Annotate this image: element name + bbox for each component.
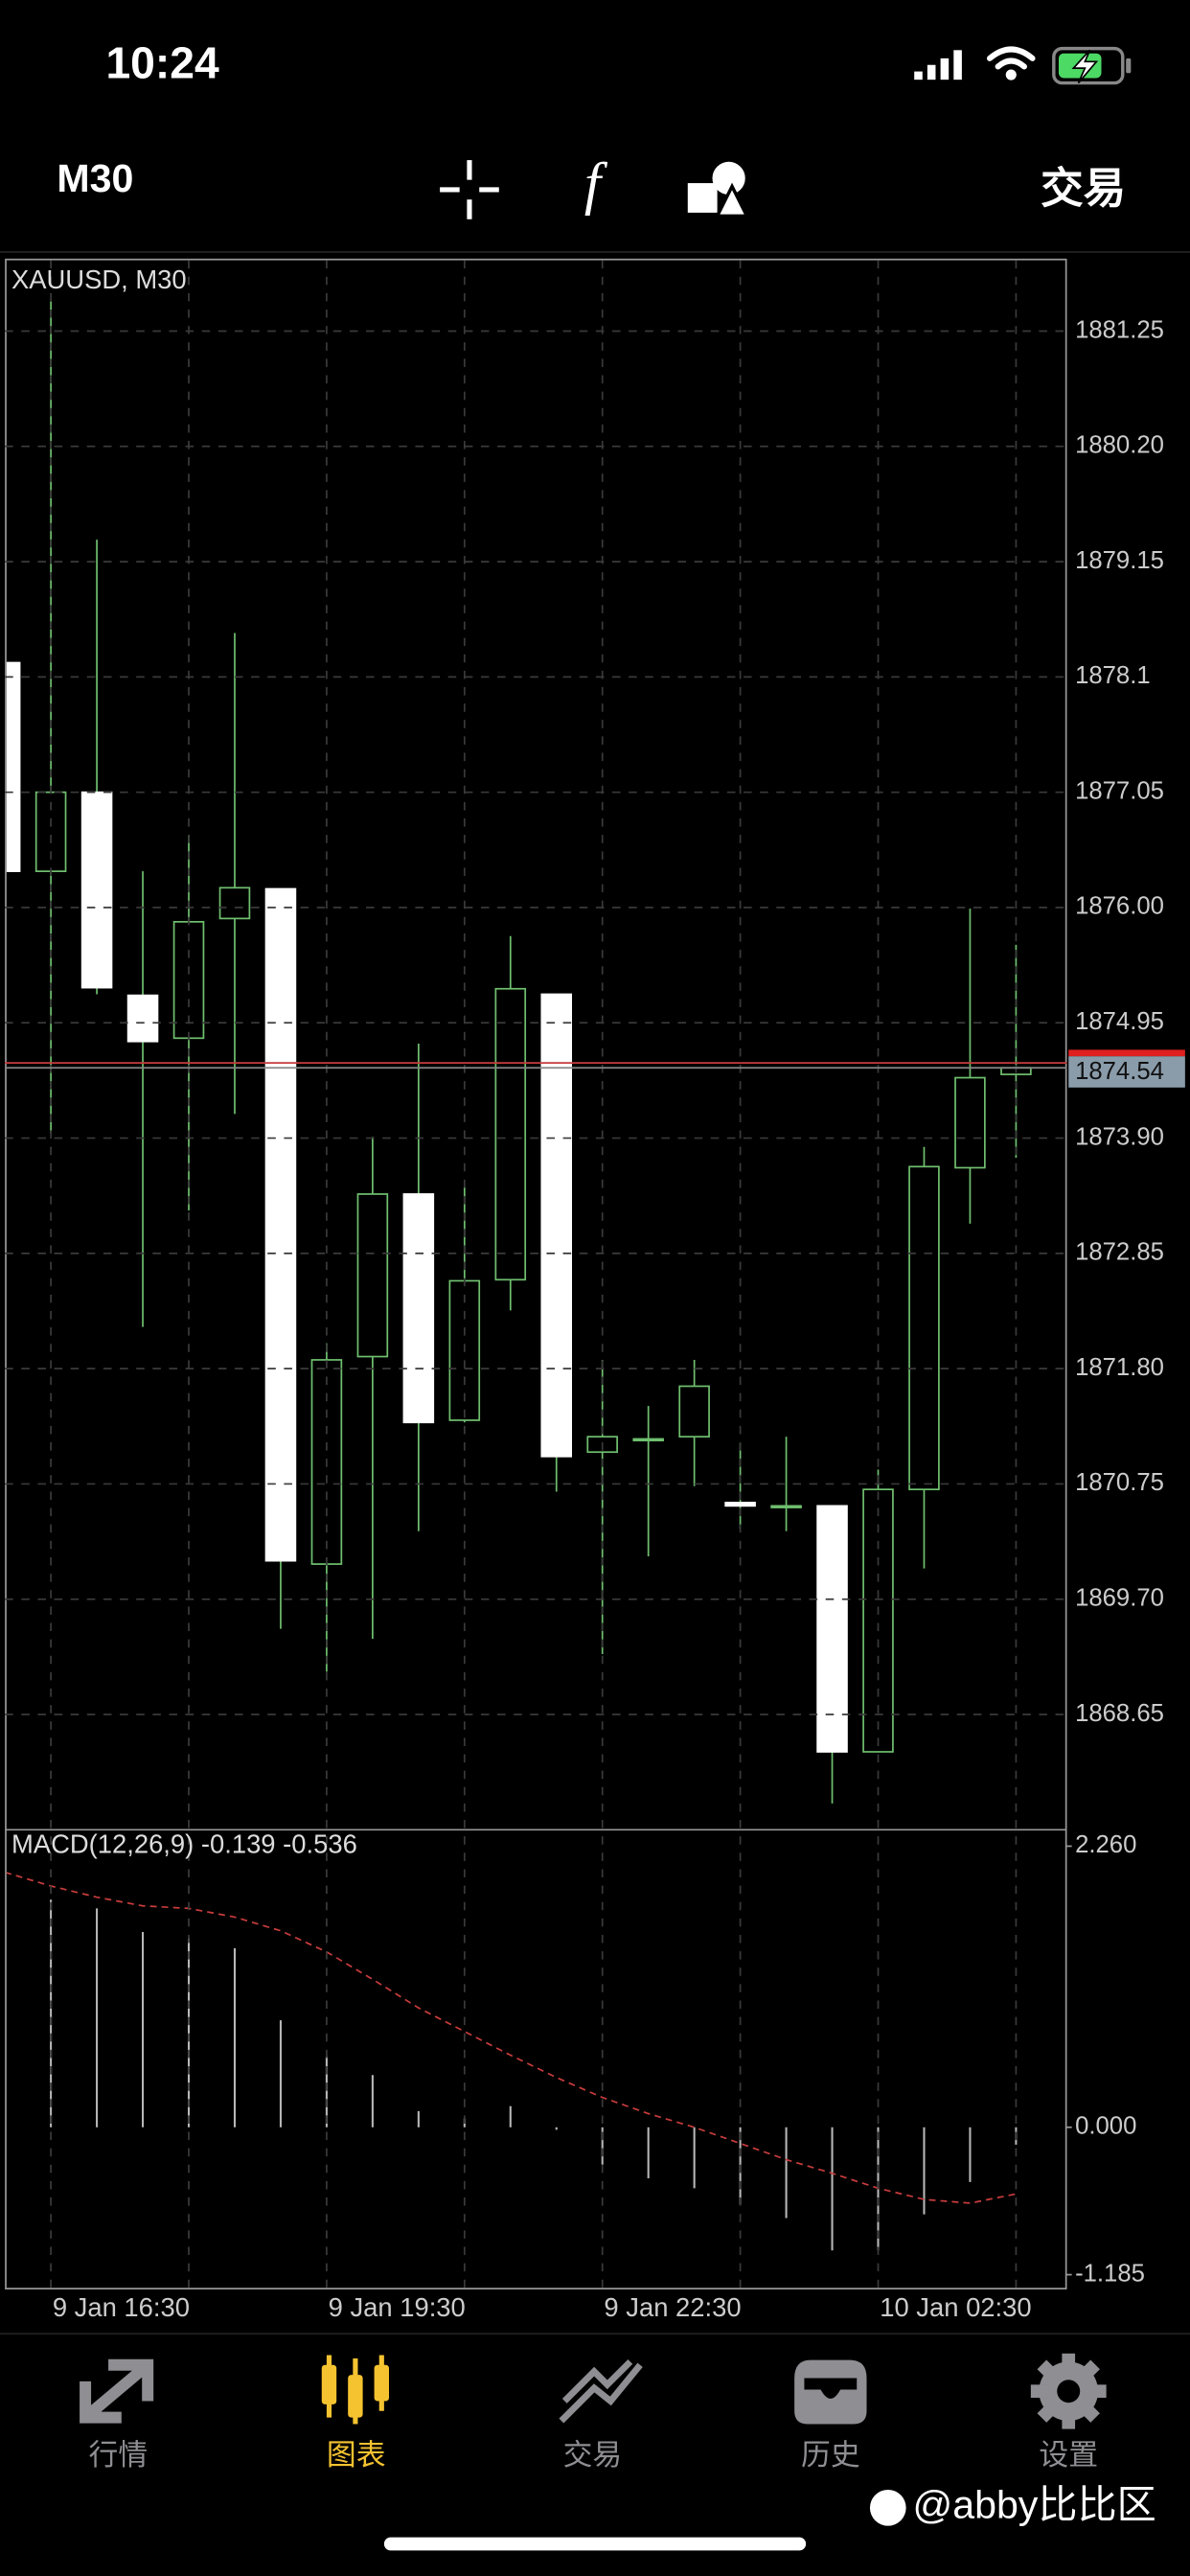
y-tick-label: 1879.15: [1075, 547, 1164, 574]
watermark-logo: [869, 2489, 906, 2526]
trade-icon[interactable]: [559, 2358, 643, 2424]
candle-body: [80, 791, 113, 989]
watermark: @abby比比区: [912, 2483, 1156, 2527]
y-tick-label: 1874.95: [1075, 1008, 1164, 1035]
y-tick-label: 1870.75: [1075, 1469, 1164, 1496]
chart-title: XAUUSD, M30: [11, 264, 187, 294]
y-tick-label: 1877.05: [1075, 777, 1164, 804]
y-tick-label: 1881.25: [1075, 316, 1164, 343]
objects-button[interactable]: [687, 161, 750, 218]
price-label: 1874.54: [1075, 1058, 1164, 1085]
candle-body: [954, 1076, 986, 1169]
clock: 10:24: [105, 38, 219, 88]
chart-frame: [5, 258, 1067, 2289]
candle-body: [908, 1165, 940, 1491]
y-tick-label: 1868.65: [1075, 1700, 1164, 1727]
y-tick-label: 1872.85: [1075, 1239, 1164, 1266]
plot-area: [6, 301, 1032, 2251]
y-tick-label: 1873.90: [1075, 1123, 1164, 1150]
y-tick-label: 1876.00: [1075, 893, 1164, 920]
candle-body: [678, 1385, 710, 1438]
candle-body: [218, 886, 251, 920]
tab-label[interactable]: 设置: [1039, 2438, 1098, 2472]
history-icon[interactable]: [794, 2359, 867, 2425]
macd-title: MACD(12,26,9) -0.139 -0.536: [11, 1829, 357, 1859]
x-tick-label: 10 Jan 02:30: [880, 2292, 1031, 2322]
timeframe-button[interactable]: M30: [57, 156, 133, 200]
candle-body: [264, 887, 297, 1562]
candle-body: [770, 1505, 802, 1508]
y-tick-label: 1871.80: [1075, 1354, 1164, 1381]
home-indicator: [383, 2537, 807, 2551]
settings-icon[interactable]: [1030, 2353, 1107, 2429]
tab-bar: 行情 图表 交易 历史 设置: [89, 2438, 1099, 2472]
y-tick-label: -1.185: [1075, 2260, 1145, 2287]
quotes-icon[interactable]: [80, 2358, 154, 2424]
ask-marker: [1068, 1049, 1185, 1057]
candle-body: [126, 994, 159, 1043]
x-tick-label: 9 Jan 19:30: [329, 2292, 466, 2322]
battery-icon: [1052, 46, 1132, 85]
wifi-icon: [987, 46, 1036, 80]
tab-label[interactable]: 历史: [801, 2438, 860, 2472]
chart-icon[interactable]: [321, 2355, 390, 2425]
crosshair-button[interactable]: [440, 160, 499, 219]
candle-body: [540, 993, 573, 1458]
tab-label[interactable]: 图表: [327, 2438, 386, 2472]
y-tick-label: 2.260: [1075, 1831, 1136, 1858]
candle-body: [356, 1193, 389, 1358]
chart-layer: 1881.25 1880.20 1879.15 1878.1 1877.05 1876.0…: [5, 260, 1185, 2322]
x-tick-label: 9 Jan 16:30: [53, 2292, 190, 2322]
y-tick-label: 1880.20: [1075, 432, 1164, 459]
tab-label[interactable]: 行情: [89, 2438, 149, 2472]
signal-line: [6, 1872, 1017, 2204]
signal-icon: [914, 50, 962, 80]
candle-body: [862, 1488, 894, 1753]
tab-label[interactable]: 交易: [563, 2438, 623, 2472]
y-tick-label: 1878.1: [1075, 662, 1151, 689]
price-label-bg: [1068, 1056, 1185, 1088]
y-tick-label: 1869.70: [1075, 1585, 1164, 1612]
y-tick-label: 0.000: [1075, 2113, 1136, 2140]
candle-body: [6, 661, 21, 873]
candle-body: [494, 987, 527, 1281]
x-tick-label: 9 Jan 22:30: [604, 2292, 741, 2322]
candle-body: [402, 1193, 435, 1424]
candle-body: [632, 1438, 664, 1442]
tab-icons: [80, 2353, 1107, 2429]
trade-button[interactable]: 交易: [1041, 165, 1126, 212]
candle-body: [724, 1502, 756, 1507]
candle-body: [816, 1505, 848, 1753]
